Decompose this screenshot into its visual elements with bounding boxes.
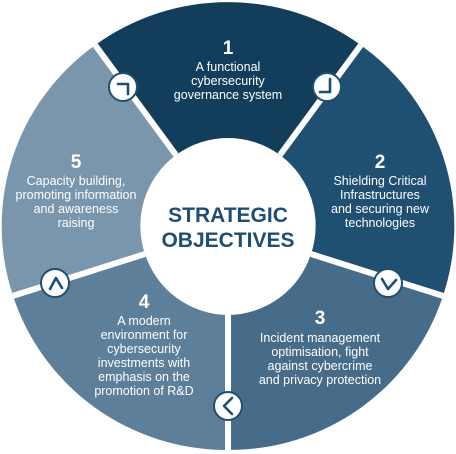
segment-3-number: 3 — [315, 308, 326, 329]
segment-2-number: 2 — [375, 152, 386, 173]
segment-1-number: 1 — [223, 38, 234, 59]
segment-1: 1 A functional cybersecurity governance … — [95, 2, 361, 155]
segment-2-text-line: technologies — [345, 216, 415, 230]
separator-line — [12, 251, 146, 299]
segment-3-text-line: optimisation, fight — [271, 345, 369, 359]
segment-5-text-line: promoting information — [16, 188, 137, 202]
segment-2: 2 Shielding Critical Infrastructures and… — [280, 45, 455, 296]
connector-circle — [108, 72, 138, 102]
segment-5-text-line: raising — [58, 216, 95, 230]
chevron-icon — [380, 277, 398, 291]
connector-circle — [373, 268, 403, 298]
separator-line — [92, 43, 179, 157]
segment-4-text-line: A modern — [117, 314, 171, 328]
chevron-icon — [48, 276, 64, 291]
connector-2-3 — [373, 268, 403, 298]
center-title-line-2: OBJECTIVES — [161, 229, 294, 252]
segment-4-text-line: emphasis on the — [98, 370, 190, 384]
connector-circle — [40, 268, 70, 298]
connector-3-4 — [213, 391, 243, 421]
segment-4-shape — [13, 254, 229, 451]
segment-3: 3 Incident management optimisation, figh… — [228, 254, 443, 451]
segment-4-text-line: investments with — [98, 356, 190, 370]
connector-4-5 — [40, 268, 70, 298]
segment-4-text-line: promotion of R&D — [94, 384, 193, 398]
segment-3-shape — [228, 254, 443, 451]
chevron-icon — [318, 77, 332, 94]
connector-markers — [40, 72, 403, 421]
segment-5: 5 Capacity building, promoting informati… — [1, 45, 177, 296]
segment-1-text-line: governance system — [174, 88, 282, 102]
chevron-icon — [116, 82, 130, 96]
segment-2-shape — [280, 45, 455, 296]
segment-5-text-line: Capacity building, — [27, 174, 126, 188]
segment-2-text-line: Infrastructures — [340, 188, 420, 202]
segment-3-text-line: and privacy protection — [259, 373, 381, 387]
segment-4-number: 4 — [139, 292, 150, 313]
segment-2-text-line: Shielding Critical — [333, 174, 426, 188]
segment-3-text-line: against cybercrime — [268, 359, 373, 373]
connector-circle — [312, 72, 342, 102]
chevron-icon — [222, 396, 234, 416]
segment-4-text-line: cybersecurity — [107, 342, 181, 356]
segment-1-shape — [95, 2, 361, 155]
segment-3-text-line: Incident management — [260, 331, 381, 345]
segment-4: 4 A modern environment for cybersecurity… — [13, 254, 229, 451]
segment-1-text-line: cybersecurity — [191, 74, 265, 88]
segment-4-text-line: environment for — [101, 328, 188, 342]
segment-5-shape — [1, 45, 177, 296]
segment-5-number: 5 — [71, 152, 82, 173]
segment-2-text-line: and securing new — [331, 202, 430, 216]
center-title-line-1: STRATEGIC — [168, 204, 288, 227]
connector-circle — [213, 391, 243, 421]
connector-1-2 — [312, 72, 342, 102]
segment-1-text-line: A functional — [196, 60, 261, 74]
connector-1-5 — [108, 72, 138, 102]
center-circle — [144, 143, 312, 311]
center: STRATEGIC OBJECTIVES — [144, 143, 312, 311]
segment-5-text-line: and awareness — [34, 202, 119, 216]
